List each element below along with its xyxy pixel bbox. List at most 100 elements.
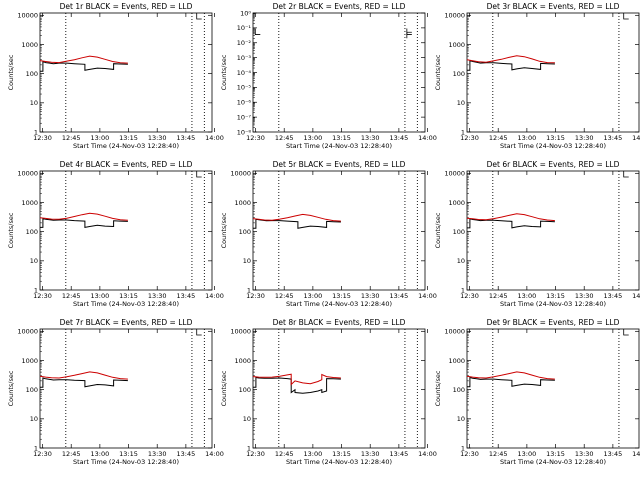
y-tick-label: 10000 bbox=[444, 170, 465, 178]
y-axis-label: Counts/sec bbox=[7, 54, 15, 90]
series-lld-line bbox=[466, 55, 555, 64]
step-marker bbox=[406, 31, 412, 39]
panel-title: Det 3r BLACK = Events, RED = LLD bbox=[487, 2, 620, 11]
x-tick-label: 13:15 bbox=[546, 450, 565, 458]
x-tick-label: 14:00 bbox=[418, 134, 437, 142]
x-tick-label: 13:15 bbox=[546, 292, 565, 300]
y-tick-label: 1000 bbox=[234, 357, 251, 365]
x-tick-label: 13:30 bbox=[148, 450, 167, 458]
series-lld-line bbox=[252, 373, 341, 386]
y-tick-label: 10 bbox=[243, 257, 251, 265]
step-marker bbox=[196, 329, 202, 336]
y-tick-label: 10 bbox=[457, 257, 465, 265]
panel-title: Det 9r BLACK = Events, RED = LLD bbox=[487, 318, 620, 327]
y-tick-label: 10⁻³ bbox=[237, 54, 252, 62]
y-tick-label: 10000 bbox=[17, 170, 38, 178]
y-tick-label: 10000 bbox=[17, 328, 38, 336]
panel-4: Det 4r BLACK = Events, RED = LLD 1 10 100 10… bbox=[7, 160, 224, 308]
step-marker bbox=[196, 171, 202, 178]
x-tick-label: 13:00 bbox=[91, 450, 110, 458]
plot-frame bbox=[252, 328, 426, 449]
x-tick-label: 13:00 bbox=[304, 292, 323, 300]
x-tick-label: 12:45 bbox=[489, 450, 508, 458]
y-tick-label: 1000 bbox=[21, 357, 38, 365]
y-axis-label: Counts/sec bbox=[220, 54, 228, 90]
y-axis-label: Counts/sec bbox=[220, 212, 228, 248]
y-tick-label: 10 bbox=[243, 415, 251, 423]
y-tick-label: 100 bbox=[239, 228, 251, 236]
x-tick-label: 12:45 bbox=[62, 450, 81, 458]
y-tick-label: 1000 bbox=[448, 357, 465, 365]
x-tick-label: 13:15 bbox=[332, 292, 351, 300]
panel-7: Det 7r BLACK = Events, RED = LLD 1 10 100 10… bbox=[7, 318, 224, 466]
y-tick-label: 10⁻¹ bbox=[237, 24, 252, 32]
y-tick-label: 10000 bbox=[17, 12, 38, 20]
y-tick-label: 100 bbox=[26, 386, 38, 394]
series-events-line bbox=[40, 377, 128, 388]
x-tick-label: 13:45 bbox=[604, 134, 623, 142]
x-tick-label: 14:00 bbox=[418, 292, 437, 300]
x-tick-label: 13:15 bbox=[119, 134, 138, 142]
y-tick-label: 1 bbox=[34, 444, 38, 452]
series-lld-line bbox=[39, 55, 128, 64]
x-tick-label: 12:45 bbox=[62, 134, 81, 142]
x-tick-label: 14:00 bbox=[205, 450, 224, 458]
series-lld-line bbox=[466, 213, 555, 222]
x-tick-label: 13:00 bbox=[91, 292, 110, 300]
y-tick-label: 100 bbox=[453, 228, 465, 236]
y-axis-label: Counts/sec bbox=[7, 370, 15, 406]
y-tick-label: 10 bbox=[30, 415, 38, 423]
panel-title: Det 8r BLACK = Events, RED = LLD bbox=[273, 318, 406, 327]
x-tick-label: 13:30 bbox=[361, 134, 380, 142]
x-tick-label: 14:00 bbox=[632, 292, 640, 300]
plot-frame bbox=[252, 170, 426, 291]
plot-frame bbox=[39, 170, 213, 291]
series-events-line bbox=[467, 218, 555, 229]
x-tick-label: 13:45 bbox=[177, 134, 196, 142]
x-tick-label: 13:15 bbox=[119, 450, 138, 458]
y-tick-label: 1 bbox=[461, 128, 465, 136]
x-tick-label: 14:00 bbox=[205, 292, 224, 300]
x-tick-label: 13:30 bbox=[361, 292, 380, 300]
x-tick-label: 13:00 bbox=[518, 134, 537, 142]
x-axis-label: Start Time (24-Nov-03 12:28:40) bbox=[286, 458, 392, 466]
y-tick-label: 100 bbox=[239, 386, 251, 394]
y-tick-label: 10⁻⁴ bbox=[237, 69, 252, 77]
y-tick-label: 1 bbox=[461, 286, 465, 294]
series-events-line bbox=[40, 60, 128, 72]
x-tick-label: 13:15 bbox=[119, 292, 138, 300]
x-tick-label: 12:30 bbox=[246, 450, 265, 458]
panel-8: Det 8r BLACK = Events, RED = LLD 1 10 100 10… bbox=[220, 318, 437, 466]
y-tick-label: 10⁻⁶ bbox=[237, 99, 252, 107]
panel-6: Det 6r BLACK = Events, RED = LLD 1 10 100 10… bbox=[434, 160, 640, 308]
x-tick-label: 13:30 bbox=[148, 134, 167, 142]
series-lld-line bbox=[39, 371, 128, 380]
x-tick-label: 13:00 bbox=[518, 450, 537, 458]
x-tick-label: 13:30 bbox=[575, 450, 594, 458]
plot-frame bbox=[466, 12, 640, 133]
panel-title: Det 2r BLACK = Events, RED = LLD bbox=[273, 2, 406, 11]
panel-3: Det 3r BLACK = Events, RED = LLD 1 10 100 10… bbox=[434, 2, 640, 150]
x-tick-label: 12:30 bbox=[33, 292, 52, 300]
y-axis-label: Counts/sec bbox=[434, 212, 442, 248]
panel-title: Det 7r BLACK = Events, RED = LLD bbox=[60, 318, 193, 327]
x-tick-label: 12:30 bbox=[33, 450, 52, 458]
y-tick-label: 10⁻⁷ bbox=[237, 113, 252, 121]
plot-frame bbox=[39, 328, 213, 449]
panel-title: Det 6r BLACK = Events, RED = LLD bbox=[487, 160, 620, 169]
panel-5: Det 5r BLACK = Events, RED = LLD 1 10 100 10… bbox=[220, 160, 437, 308]
y-tick-label: 1000 bbox=[448, 199, 465, 207]
y-tick-label: 10⁻² bbox=[237, 39, 252, 47]
y-tick-label: 10⁰ bbox=[240, 9, 251, 17]
series-events-line bbox=[253, 376, 341, 394]
x-tick-label: 12:45 bbox=[275, 134, 294, 142]
series-lld-line bbox=[39, 212, 128, 221]
panel-title: Det 1r BLACK = Events, RED = LLD bbox=[60, 2, 193, 11]
y-tick-label: 100 bbox=[453, 386, 465, 394]
y-tick-label: 1000 bbox=[234, 199, 251, 207]
x-tick-label: 13:00 bbox=[518, 292, 537, 300]
x-axis-label: Start Time (24-Nov-03 12:28:40) bbox=[73, 300, 179, 308]
panel-grid: Det 1r BLACK = Events, RED = LLD 1 10 100 10… bbox=[7, 2, 640, 466]
y-tick-label: 10 bbox=[30, 257, 38, 265]
series-lld-line bbox=[466, 371, 555, 380]
